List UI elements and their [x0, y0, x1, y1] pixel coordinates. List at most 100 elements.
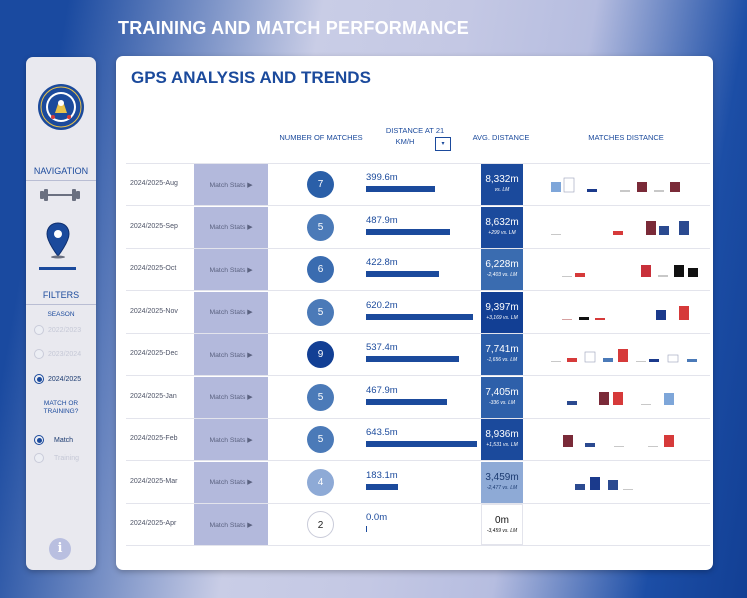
- match-distance-bar: [618, 349, 628, 362]
- avg-distance-vs-last-month: -336 vs. LM: [488, 399, 516, 406]
- card-title: GPS ANALYSIS AND TRENDS: [131, 68, 371, 87]
- avg-distance-cell: 6,228m -2,403 vs. LM: [481, 249, 523, 290]
- radio-button[interactable]: [34, 374, 44, 384]
- distance-bar: [366, 398, 447, 405]
- match-distance-bar: [587, 189, 597, 192]
- matches-distance-sparkbars: [567, 391, 674, 405]
- match-distance-bar: [613, 230, 623, 235]
- season-option-label: 2022/2023: [48, 326, 82, 334]
- mode-option-training[interactable]: Training: [34, 453, 79, 463]
- distance-value: 620.2m: [366, 299, 398, 311]
- column-header-avg-distance: AVG. DISTANCE: [472, 133, 530, 142]
- matches-distance-sparkbars: [551, 220, 689, 235]
- table-row: 2024/2025-Mar Match Stats ▶ 4 183.1m 3,459m -…: [126, 461, 710, 504]
- distance-bar: [366, 441, 477, 447]
- match-distance-bar: [670, 182, 680, 192]
- month-label: 2024/2025-Apr: [130, 520, 177, 527]
- sidebar: NAVIGATION FILTERS SEASON 2022/2023 2023…: [26, 57, 96, 570]
- match-distance-bar: [658, 275, 668, 277]
- month-label: 2024/2025-Dec: [130, 350, 178, 357]
- distance-bar: [366, 526, 367, 532]
- table-top-border: [126, 163, 710, 164]
- distance-bar: [366, 186, 435, 192]
- distance-dropdown-button[interactable]: ▾: [435, 137, 451, 151]
- radio-button[interactable]: [34, 453, 44, 463]
- match-stats-button[interactable]: Match Stats ▶: [194, 291, 268, 333]
- distance-value: 0.0m: [366, 512, 388, 523]
- match-distance-bar: [620, 190, 630, 192]
- matches-count-bubble: 2: [307, 511, 334, 538]
- distance-value: 183.1m: [366, 469, 398, 481]
- matches-distance-sparkbars: [551, 504, 706, 545]
- matches-distance-sparkbars: [575, 476, 633, 490]
- avg-distance-value: 7,741m: [485, 344, 519, 355]
- match-distance-bar: [623, 488, 633, 490]
- match-distance-bar: [656, 309, 666, 320]
- match-distance-bar: [551, 233, 561, 235]
- match-stats-button[interactable]: Match Stats ▶: [194, 164, 268, 205]
- matches-count-bubble: 4: [307, 468, 334, 496]
- match-distance-bar: [563, 435, 573, 447]
- avg-distance-vs-last-month: -2,477 vs. LM: [486, 484, 518, 491]
- column-header-matches: NUMBER OF MATCHES: [279, 133, 363, 142]
- match-stats-button[interactable]: Match Stats ▶: [194, 419, 268, 460]
- distance-bar: [366, 313, 473, 320]
- match-stats-button[interactable]: Match Stats ▶: [194, 461, 268, 503]
- page-title: TRAINING AND MATCH PERFORMANCE: [118, 18, 469, 38]
- avg-distance-cell: 0m -3,459 vs. LM: [481, 504, 523, 545]
- match-stats-button[interactable]: Match Stats ▶: [194, 206, 268, 248]
- match-distance-bar: [595, 317, 605, 320]
- table-row: 2024/2025-Aug Match Stats ▶ 7 399.6m 8,332m v…: [126, 164, 710, 206]
- season-option-2024-2025[interactable]: 2024/2025: [34, 374, 81, 384]
- avg-distance-cell: 3,459m -2,477 vs. LM: [481, 461, 523, 503]
- distance-value: 467.9m: [366, 384, 398, 396]
- match-stats-button[interactable]: Match Stats ▶: [194, 334, 268, 375]
- column-header-matches-distance: MATCHES DISTANCE: [588, 133, 664, 142]
- match-distance-bar: [603, 358, 613, 362]
- matches-distance-sparkbars: [551, 349, 697, 363]
- season-option-2022-2023[interactable]: 2022/2023: [34, 325, 81, 335]
- avg-distance-value: 3,459m: [485, 471, 519, 483]
- match-distance-bar: [563, 177, 575, 193]
- matches-count-bubble: 6: [307, 256, 334, 283]
- match-or-training-line-1: MATCH OR: [43, 400, 79, 407]
- table-row: 2024/2025-Jan Match Stats ▶ 5 467.9m 7,405m -…: [126, 376, 710, 419]
- avg-distance-cell: 8,332m vs. LM: [481, 164, 523, 205]
- match-distance-bar: [585, 443, 595, 447]
- month-label: 2024/2025-Feb: [130, 435, 178, 442]
- column-header-distance-line-2: KM/H: [395, 137, 415, 146]
- match-stats-button[interactable]: Match Stats ▶: [194, 249, 268, 290]
- radio-button[interactable]: [34, 325, 44, 335]
- avg-distance-vs-last-month: -1,656 vs. LM: [486, 357, 518, 363]
- match-distance-bar: [641, 403, 651, 405]
- match-stats-button[interactable]: Match Stats ▶: [194, 504, 268, 545]
- matches-count-bubble: 5: [307, 298, 334, 326]
- match-distance-bar: [667, 354, 679, 363]
- dumbbell-icon[interactable]: [38, 186, 82, 204]
- season-label: SEASON: [47, 311, 75, 318]
- match-distance-bar: [584, 351, 596, 363]
- match-distance-bar: [679, 220, 689, 235]
- match-distance-bar: [551, 182, 561, 192]
- match-distance-bar: [636, 361, 646, 362]
- avg-distance-value: 8,632m: [485, 216, 519, 228]
- distance-bar: [366, 271, 439, 277]
- matches-count-bubble: 5: [307, 383, 334, 411]
- distance-value: 422.8m: [366, 257, 398, 268]
- avg-distance-value: 6,228m: [485, 259, 519, 270]
- season-option-2023-2024[interactable]: 2023/2024: [34, 349, 81, 359]
- month-label: 2024/2025-Aug: [130, 180, 178, 187]
- radio-button[interactable]: [34, 349, 44, 359]
- location-pin-icon[interactable]: [45, 222, 71, 260]
- matches-distance-sparkbars: [562, 265, 698, 277]
- radio-button[interactable]: [34, 435, 44, 445]
- distance-bar: [366, 228, 451, 235]
- mode-option-match[interactable]: Match: [34, 435, 73, 445]
- match-distance-bar: [664, 435, 674, 447]
- match-distance-bar: [654, 190, 664, 192]
- match-or-training-label: MATCH OR TRAINING?: [26, 400, 96, 416]
- info-icon[interactable]: i: [49, 538, 71, 560]
- matches-count-bubble: 9: [307, 341, 334, 368]
- match-stats-button[interactable]: Match Stats ▶: [194, 376, 268, 418]
- avg-distance-cell: 9,397m +3,169 vs. LM: [481, 291, 523, 333]
